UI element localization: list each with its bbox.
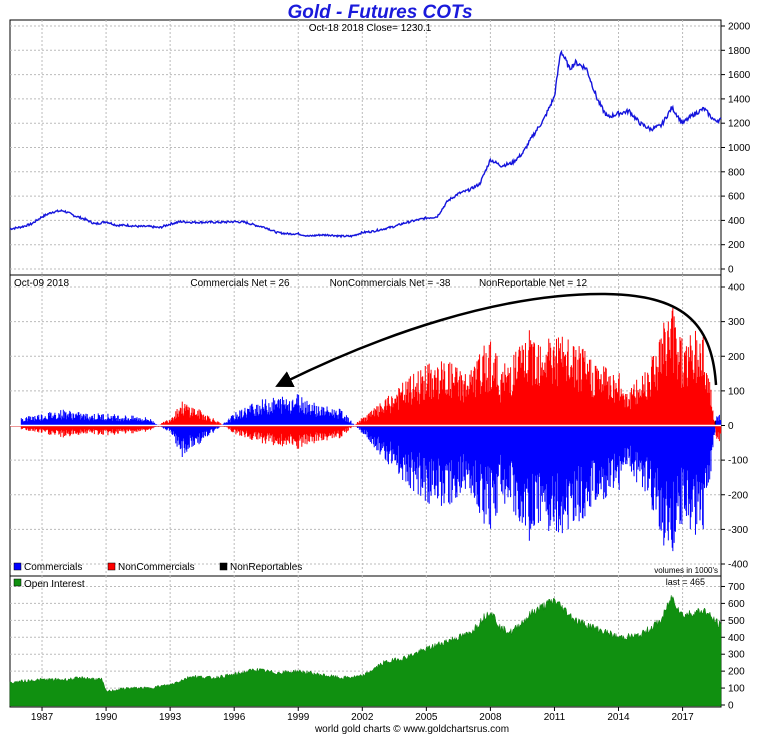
last-value-label: last = 465 bbox=[666, 577, 705, 587]
legend-swatch bbox=[219, 562, 228, 571]
y-tick-label: -400 bbox=[728, 560, 748, 571]
y-tick-label: 100 bbox=[728, 386, 745, 397]
y-tick-label: 0 bbox=[728, 701, 734, 712]
panel-frames: 1987 1990 1993 1996 1999 2002 2005 2008 2011 2014… bbox=[9, 19, 722, 723]
x-tick-label: 2014 bbox=[607, 712, 630, 723]
open-interest-area bbox=[9, 595, 722, 707]
price-panel: 0 200 400 600 800 1000 1200 1400 1600 1800 2000 Oct… bbox=[9, 22, 751, 276]
cot-net-label: NonReportable Net = 12 bbox=[479, 278, 588, 289]
cot-net-label: NonCommercials Net = -38 bbox=[330, 278, 451, 289]
x-tick-label: 1993 bbox=[159, 712, 182, 723]
series-commercials bbox=[20, 394, 722, 552]
y-tick-label: 1200 bbox=[728, 119, 751, 130]
x-tick-label: 2005 bbox=[415, 712, 438, 723]
y-tick-label: 0 bbox=[728, 421, 734, 432]
price-subtitle: Oct-18 2018 Close= 1230.1 bbox=[309, 23, 432, 34]
cot-units-note: volumes in 1000's bbox=[654, 566, 718, 575]
y-tick-label: 200 bbox=[728, 240, 745, 251]
y-tick-label: 300 bbox=[728, 650, 745, 661]
chart-title: Gold - Futures COTs bbox=[287, 2, 473, 23]
x-tick-label: 1996 bbox=[223, 712, 246, 723]
cot-date-label: Oct-09 2018 bbox=[14, 278, 69, 289]
y-tick-label: 1400 bbox=[728, 94, 751, 105]
legend-swatch bbox=[107, 562, 116, 571]
legend-swatch bbox=[13, 562, 22, 571]
x-tick-label: 1990 bbox=[95, 712, 118, 723]
y-tick-label: 0 bbox=[728, 265, 734, 276]
x-tick-label: 1987 bbox=[31, 712, 54, 723]
y-tick-label: 400 bbox=[728, 216, 745, 227]
plot-border bbox=[9, 19, 722, 708]
x-tick-label: 1999 bbox=[287, 712, 310, 723]
y-tick-label: 500 bbox=[728, 616, 745, 627]
y-tick-label: 200 bbox=[728, 667, 745, 678]
series-noncommercials bbox=[20, 308, 722, 449]
annotation-arrow bbox=[275, 292, 718, 387]
y-tick-label: 700 bbox=[728, 582, 745, 593]
price-series-line bbox=[9, 49, 722, 239]
y-tick-label: 600 bbox=[728, 599, 745, 610]
legend-swatch bbox=[13, 578, 22, 587]
x-tick-label: 2008 bbox=[479, 712, 502, 723]
x-tick-label: 2017 bbox=[671, 712, 694, 723]
legend-label: NonCommercials bbox=[118, 562, 195, 573]
y-tick-label: -100 bbox=[728, 456, 748, 467]
legend-label: Commercials bbox=[24, 562, 82, 573]
y-tick-label: 800 bbox=[728, 167, 745, 178]
y-tick-label: 1000 bbox=[728, 143, 751, 154]
open-interest-panel: 0 100 200 300 400 500 600 700 Open Interest last … bbox=[9, 577, 745, 712]
y-tick-label: 2000 bbox=[728, 22, 751, 33]
footer-credit: world gold charts © www.goldchartsrus.co… bbox=[314, 724, 509, 735]
legend-label: NonReportables bbox=[230, 562, 302, 573]
y-tick-label: 600 bbox=[728, 192, 745, 203]
y-tick-label: 400 bbox=[728, 633, 745, 644]
y-tick-label: 300 bbox=[728, 317, 745, 328]
y-tick-label: 1800 bbox=[728, 46, 751, 57]
y-tick-label: -300 bbox=[728, 525, 748, 536]
y-tick-label: 400 bbox=[728, 283, 745, 294]
x-tick-label: 2011 bbox=[544, 712, 566, 723]
y-tick-label: 100 bbox=[728, 684, 745, 695]
x-tick-label: 2002 bbox=[351, 712, 374, 723]
cot-net-label: Commercials Net = 26 bbox=[190, 278, 290, 289]
y-tick-label: 1600 bbox=[728, 70, 751, 81]
y-tick-label: 200 bbox=[728, 352, 745, 363]
y-tick-label: -200 bbox=[728, 490, 748, 501]
legend-label: Open Interest bbox=[24, 579, 85, 590]
cot-panel: -400 -300 -200 -100 0 100 200 300 400 Oct-09 2018… bbox=[10, 278, 748, 575]
